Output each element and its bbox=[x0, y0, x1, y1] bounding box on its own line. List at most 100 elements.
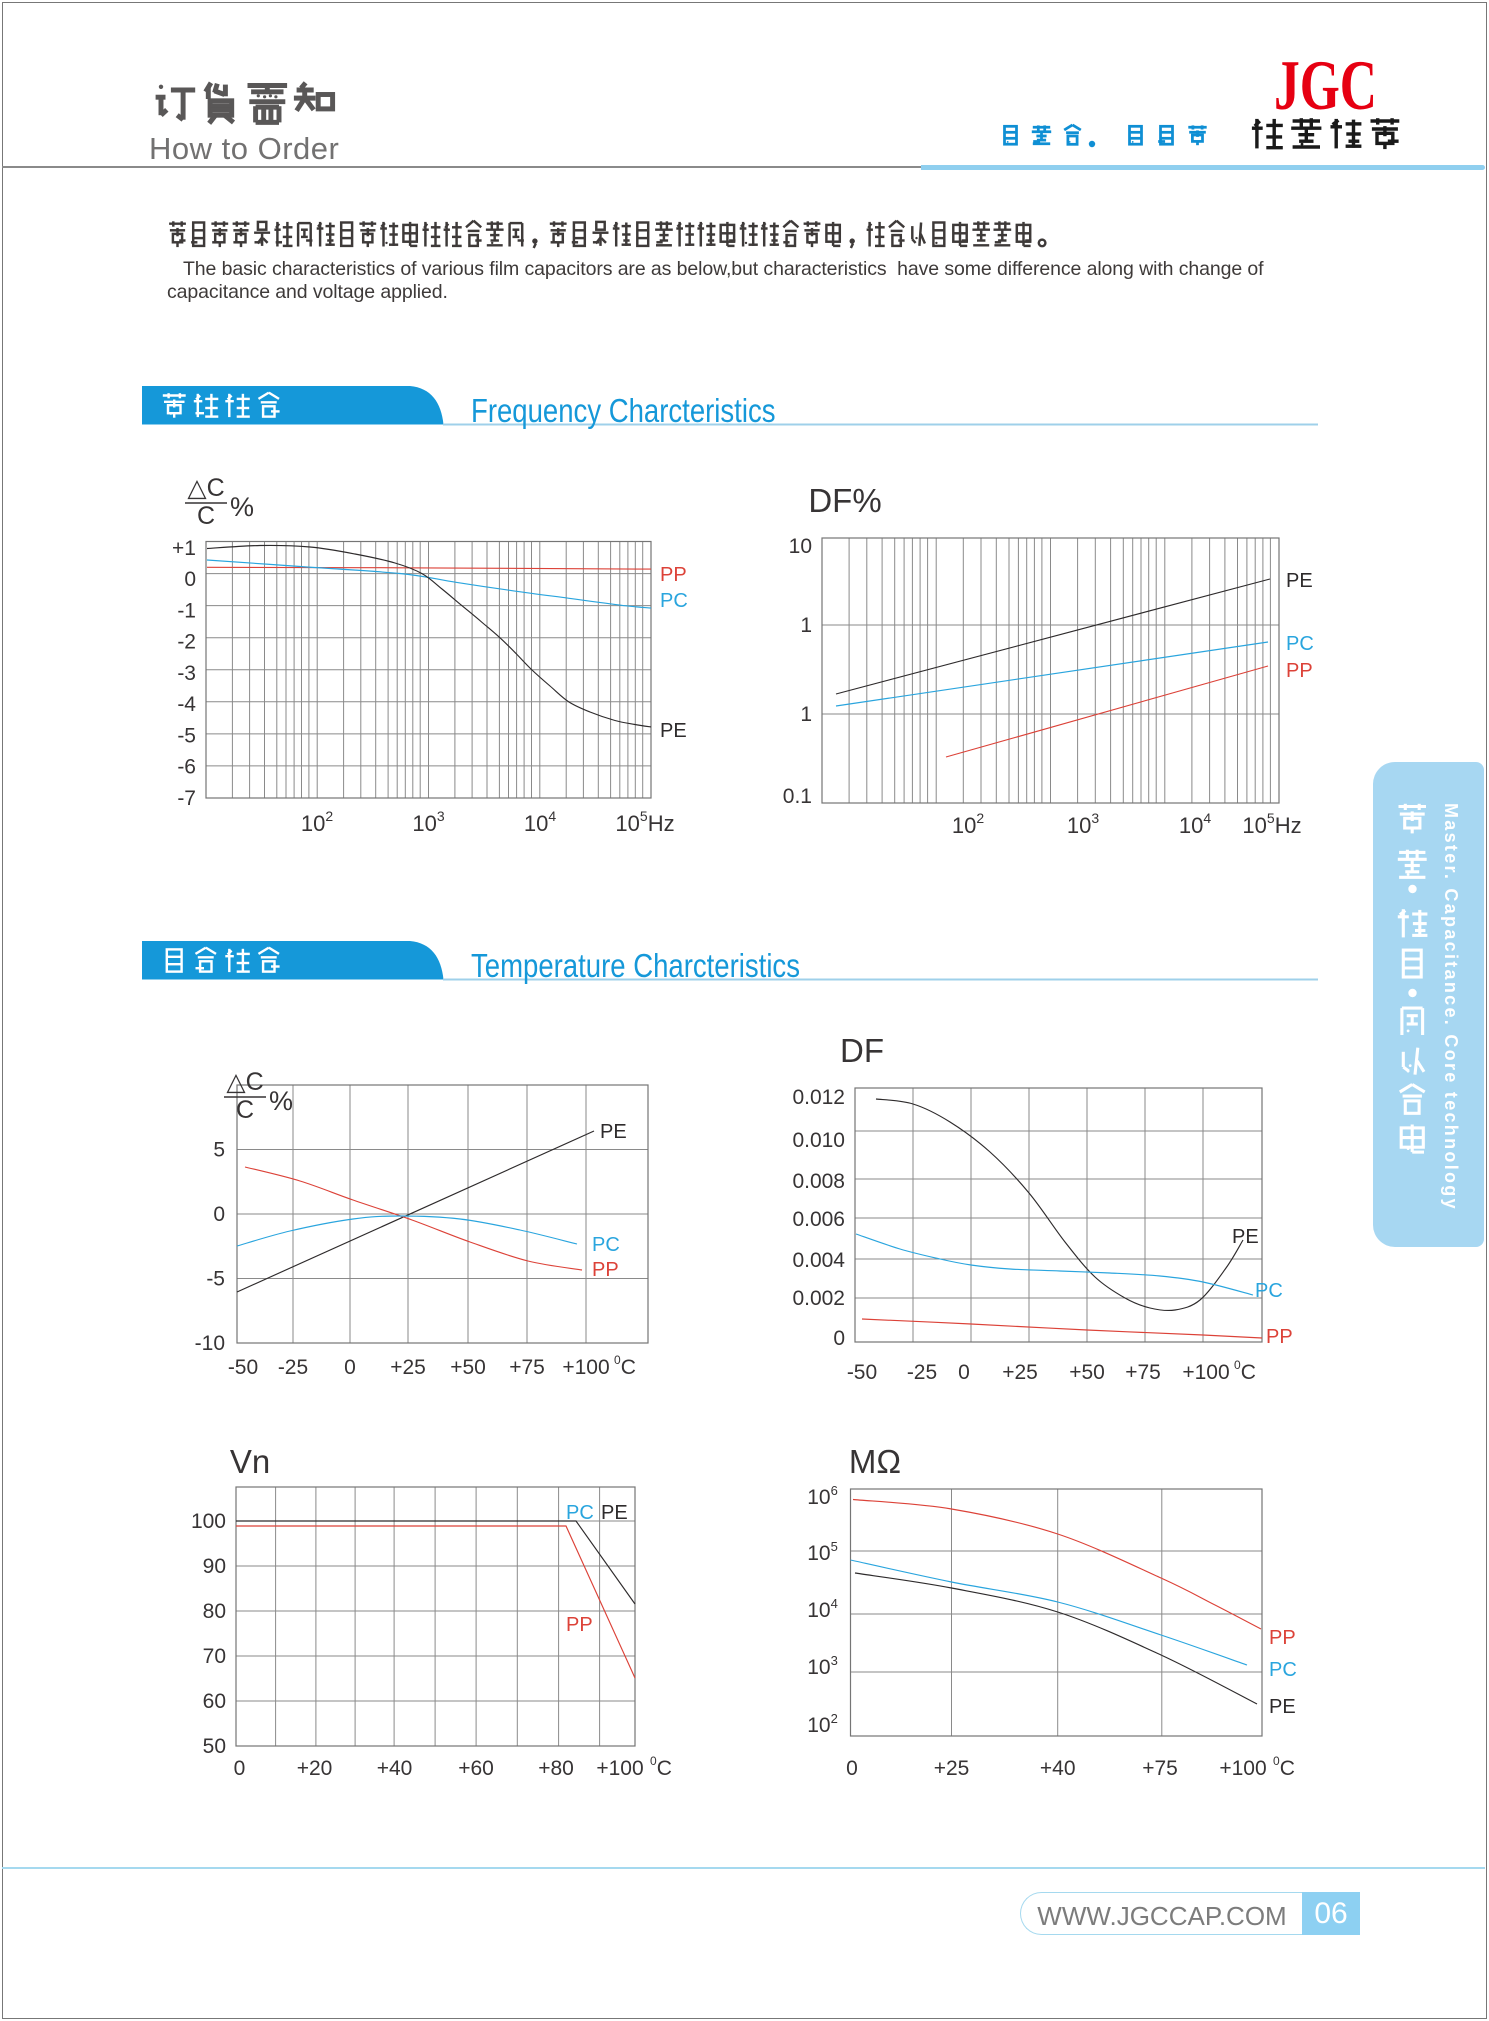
svg-text:PP: PP bbox=[1266, 1326, 1293, 1348]
svg-text:Temperature Charcteristics: Temperature Charcteristics bbox=[471, 947, 800, 984]
svg-text:0.006: 0.006 bbox=[792, 1208, 845, 1231]
svg-text:105: 105 bbox=[807, 1539, 838, 1565]
svg-text:0: 0 bbox=[184, 568, 196, 591]
svg-text:+50: +50 bbox=[1069, 1361, 1105, 1384]
svg-text:-50: -50 bbox=[228, 1356, 258, 1379]
svg-text:PP: PP bbox=[566, 1614, 593, 1636]
svg-text:0.002: 0.002 bbox=[792, 1287, 845, 1310]
svg-text:106: 106 bbox=[807, 1483, 838, 1509]
svg-text:+25: +25 bbox=[934, 1757, 970, 1780]
svg-text:0: 0 bbox=[958, 1361, 970, 1384]
svg-text:0.012: 0.012 bbox=[792, 1086, 845, 1109]
svg-text:-1: -1 bbox=[177, 599, 196, 622]
svg-text:104: 104 bbox=[807, 1596, 838, 1622]
svg-text:104: 104 bbox=[524, 808, 556, 836]
svg-text:PC: PC bbox=[592, 1234, 620, 1256]
svg-text:DF%: DF% bbox=[808, 482, 881, 519]
svg-text:-5: -5 bbox=[177, 725, 196, 748]
svg-text:0: 0 bbox=[213, 1203, 225, 1226]
svg-text:Frequency Charcteristics: Frequency Charcteristics bbox=[471, 393, 775, 430]
svg-text:0C: 0C bbox=[614, 1353, 636, 1379]
svg-text:JGC: JGC bbox=[1274, 50, 1377, 120]
svg-text:60: 60 bbox=[203, 1690, 226, 1713]
svg-text:+75: +75 bbox=[1142, 1757, 1178, 1780]
svg-text:-7: -7 bbox=[177, 787, 196, 810]
svg-text:△C: △C bbox=[187, 474, 224, 502]
svg-text:+75: +75 bbox=[1125, 1361, 1161, 1384]
svg-text:PP: PP bbox=[1269, 1627, 1296, 1649]
svg-text:1: 1 bbox=[800, 703, 812, 726]
svg-text:+100: +100 bbox=[562, 1356, 609, 1379]
svg-text:0: 0 bbox=[833, 1327, 845, 1350]
svg-text:PP: PP bbox=[1286, 660, 1313, 682]
svg-text:+100: +100 bbox=[596, 1757, 643, 1780]
svg-text:0C: 0C bbox=[650, 1754, 672, 1780]
svg-text:+40: +40 bbox=[377, 1757, 413, 1780]
svg-text:0C: 0C bbox=[1234, 1358, 1256, 1384]
svg-text:0: 0 bbox=[344, 1356, 356, 1379]
svg-text:105Hz: 105Hz bbox=[1242, 810, 1301, 838]
svg-text:+20: +20 bbox=[297, 1757, 333, 1780]
svg-text:103: 103 bbox=[412, 808, 444, 836]
svg-text:100: 100 bbox=[191, 1510, 226, 1533]
svg-text:105Hz: 105Hz bbox=[615, 808, 674, 836]
svg-text:102: 102 bbox=[952, 810, 984, 838]
svg-text:-5: -5 bbox=[206, 1268, 225, 1291]
svg-text:-10: -10 bbox=[195, 1332, 225, 1355]
svg-text:-6: -6 bbox=[177, 756, 196, 779]
svg-text:+50: +50 bbox=[450, 1356, 486, 1379]
svg-text:103: 103 bbox=[807, 1653, 838, 1679]
svg-text:70: 70 bbox=[203, 1645, 226, 1668]
svg-text:PC: PC bbox=[660, 590, 688, 612]
svg-text:50: 50 bbox=[203, 1735, 226, 1758]
svg-text:103: 103 bbox=[1067, 810, 1099, 838]
svg-text:PC: PC bbox=[1269, 1659, 1297, 1681]
svg-text:0.1: 0.1 bbox=[783, 785, 812, 808]
svg-text:%: % bbox=[269, 1086, 293, 1116]
svg-text:PE: PE bbox=[1232, 1226, 1259, 1248]
svg-text:80: 80 bbox=[203, 1600, 226, 1623]
svg-text:+100: +100 bbox=[1219, 1757, 1266, 1780]
svg-text:+25: +25 bbox=[1002, 1361, 1038, 1384]
svg-text:+80: +80 bbox=[538, 1757, 574, 1780]
svg-text:%: % bbox=[230, 492, 254, 522]
svg-text:PE: PE bbox=[601, 1502, 628, 1524]
svg-text:-50: -50 bbox=[847, 1361, 877, 1384]
svg-text:0.008: 0.008 bbox=[792, 1170, 845, 1193]
svg-text:+40: +40 bbox=[1040, 1757, 1076, 1780]
svg-text:-25: -25 bbox=[907, 1361, 937, 1384]
svg-text:-3: -3 bbox=[177, 662, 196, 685]
svg-text:PE: PE bbox=[1269, 1696, 1296, 1718]
svg-text:PP: PP bbox=[592, 1259, 619, 1281]
svg-text:+60: +60 bbox=[458, 1757, 494, 1780]
svg-text:+1: +1 bbox=[172, 537, 196, 560]
svg-text:0: 0 bbox=[846, 1757, 858, 1780]
svg-text:0C: 0C bbox=[1273, 1754, 1295, 1780]
svg-text:90: 90 bbox=[203, 1555, 226, 1578]
svg-text:C: C bbox=[236, 1096, 254, 1124]
svg-text:+100: +100 bbox=[1182, 1361, 1229, 1384]
svg-text:DF: DF bbox=[840, 1032, 884, 1069]
svg-text:C: C bbox=[197, 502, 215, 530]
svg-text:PE: PE bbox=[660, 720, 687, 742]
svg-text:102: 102 bbox=[301, 808, 333, 836]
svg-text:-2: -2 bbox=[177, 631, 196, 654]
svg-text:1: 1 bbox=[800, 614, 812, 637]
svg-text:0: 0 bbox=[234, 1757, 246, 1780]
svg-text:PP: PP bbox=[660, 564, 687, 586]
svg-text:10: 10 bbox=[789, 535, 812, 558]
svg-text:104: 104 bbox=[1179, 810, 1211, 838]
svg-text:0.010: 0.010 bbox=[792, 1129, 845, 1152]
svg-text:+25: +25 bbox=[390, 1356, 426, 1379]
svg-text:+75: +75 bbox=[509, 1356, 545, 1379]
svg-text:PC: PC bbox=[1255, 1280, 1283, 1302]
svg-text:PE: PE bbox=[600, 1121, 627, 1143]
svg-text:102: 102 bbox=[807, 1711, 838, 1737]
svg-text:△C: △C bbox=[226, 1068, 263, 1096]
svg-text:-4: -4 bbox=[177, 693, 196, 716]
svg-text:PC: PC bbox=[566, 1502, 594, 1524]
svg-text:PE: PE bbox=[1286, 570, 1313, 592]
svg-text:0.004: 0.004 bbox=[792, 1249, 845, 1272]
svg-text:5: 5 bbox=[213, 1139, 225, 1162]
svg-text:PC: PC bbox=[1286, 633, 1314, 655]
